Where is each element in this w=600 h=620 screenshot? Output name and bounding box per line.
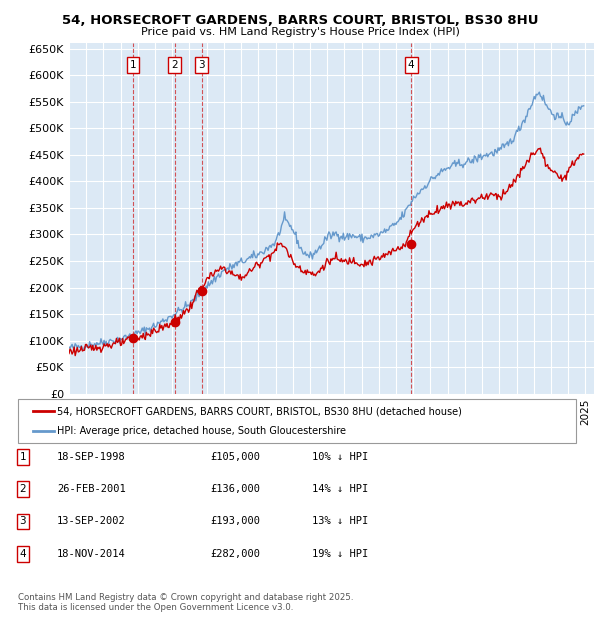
Text: 10% ↓ HPI: 10% ↓ HPI	[312, 452, 368, 462]
Text: 4: 4	[408, 60, 415, 69]
Text: 13% ↓ HPI: 13% ↓ HPI	[312, 516, 368, 526]
Text: £193,000: £193,000	[210, 516, 260, 526]
Text: 18-NOV-2014: 18-NOV-2014	[57, 549, 126, 559]
Text: £105,000: £105,000	[210, 452, 260, 462]
Text: 14% ↓ HPI: 14% ↓ HPI	[312, 484, 368, 494]
Text: Contains HM Land Registry data © Crown copyright and database right 2025.
This d: Contains HM Land Registry data © Crown c…	[18, 593, 353, 612]
Text: HPI: Average price, detached house, South Gloucestershire: HPI: Average price, detached house, Sout…	[57, 426, 346, 436]
Text: 3: 3	[19, 516, 26, 526]
Text: Price paid vs. HM Land Registry's House Price Index (HPI): Price paid vs. HM Land Registry's House …	[140, 27, 460, 37]
Text: 1: 1	[19, 452, 26, 462]
Text: 2: 2	[172, 60, 178, 69]
Text: 2: 2	[19, 484, 26, 494]
Text: 19% ↓ HPI: 19% ↓ HPI	[312, 549, 368, 559]
Text: 1: 1	[130, 60, 136, 69]
Text: 54, HORSECROFT GARDENS, BARRS COURT, BRISTOL, BS30 8HU (detached house): 54, HORSECROFT GARDENS, BARRS COURT, BRI…	[57, 406, 462, 416]
Text: 18-SEP-1998: 18-SEP-1998	[57, 452, 126, 462]
Text: 26-FEB-2001: 26-FEB-2001	[57, 484, 126, 494]
Text: £136,000: £136,000	[210, 484, 260, 494]
Text: 4: 4	[19, 549, 26, 559]
Text: 13-SEP-2002: 13-SEP-2002	[57, 516, 126, 526]
Text: £282,000: £282,000	[210, 549, 260, 559]
Text: 3: 3	[198, 60, 205, 69]
Text: 54, HORSECROFT GARDENS, BARRS COURT, BRISTOL, BS30 8HU: 54, HORSECROFT GARDENS, BARRS COURT, BRI…	[62, 14, 538, 27]
